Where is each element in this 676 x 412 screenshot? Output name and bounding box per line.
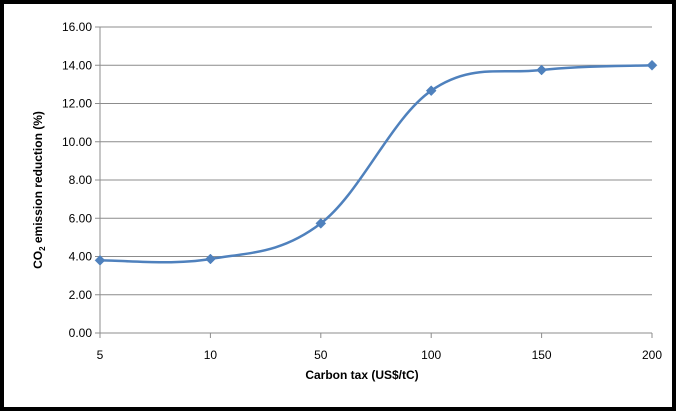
x-axis-title: Carbon tax (US$/tC) bbox=[305, 368, 418, 382]
data-point-3 bbox=[425, 85, 437, 97]
data-point-0 bbox=[94, 254, 106, 266]
y-tick-label-3: 6.00 bbox=[69, 211, 93, 225]
y-axis-title-rest: emission reduction (%) bbox=[31, 111, 45, 246]
x-tick-label-2: 50 bbox=[314, 348, 328, 362]
x-tick-label-1: 10 bbox=[204, 348, 218, 362]
axes bbox=[95, 26, 653, 338]
y-tick-label-0: 0.00 bbox=[69, 326, 93, 340]
y-tick-label-1: 2.00 bbox=[69, 288, 93, 302]
y-tick-label-5: 10.00 bbox=[62, 135, 92, 149]
data-point-4 bbox=[536, 64, 547, 76]
y-tick-label-7: 14.00 bbox=[62, 58, 92, 72]
data-point-2 bbox=[315, 218, 327, 229]
x-tick-label-5: 200 bbox=[642, 348, 662, 362]
series-line-0 bbox=[99, 64, 653, 264]
x-tick-label-0: 5 bbox=[97, 348, 104, 362]
y-axis-title-main: CO bbox=[31, 251, 45, 269]
y-axis-title-subscript: 2 bbox=[38, 246, 47, 251]
y-axis-title: CO2 emission reduction (%) bbox=[31, 111, 47, 269]
y-tick-label-4: 8.00 bbox=[69, 173, 93, 187]
x-tick-label-4: 150 bbox=[532, 348, 552, 362]
x-tick-labels: 5 10 50 100 150 200 bbox=[97, 348, 663, 362]
data-point-5 bbox=[646, 59, 658, 71]
y-tick-label-6: 12.00 bbox=[62, 97, 92, 111]
line-chart: 0.00 2.00 4.00 6.00 8.00 10.00 12.00 14.00 16.00… bbox=[31, 20, 663, 382]
y-tick-label-2: 4.00 bbox=[69, 250, 93, 264]
gridlines bbox=[100, 26, 652, 296]
y-tick-labels: 0.00 2.00 4.00 6.00 8.00 10.00 12.00 14.00 16.00 bbox=[62, 20, 92, 340]
data-series bbox=[94, 59, 658, 266]
x-tick-label-3: 100 bbox=[421, 348, 441, 362]
y-tick-label-8: 16.00 bbox=[62, 20, 92, 34]
data-point-1 bbox=[205, 253, 216, 265]
